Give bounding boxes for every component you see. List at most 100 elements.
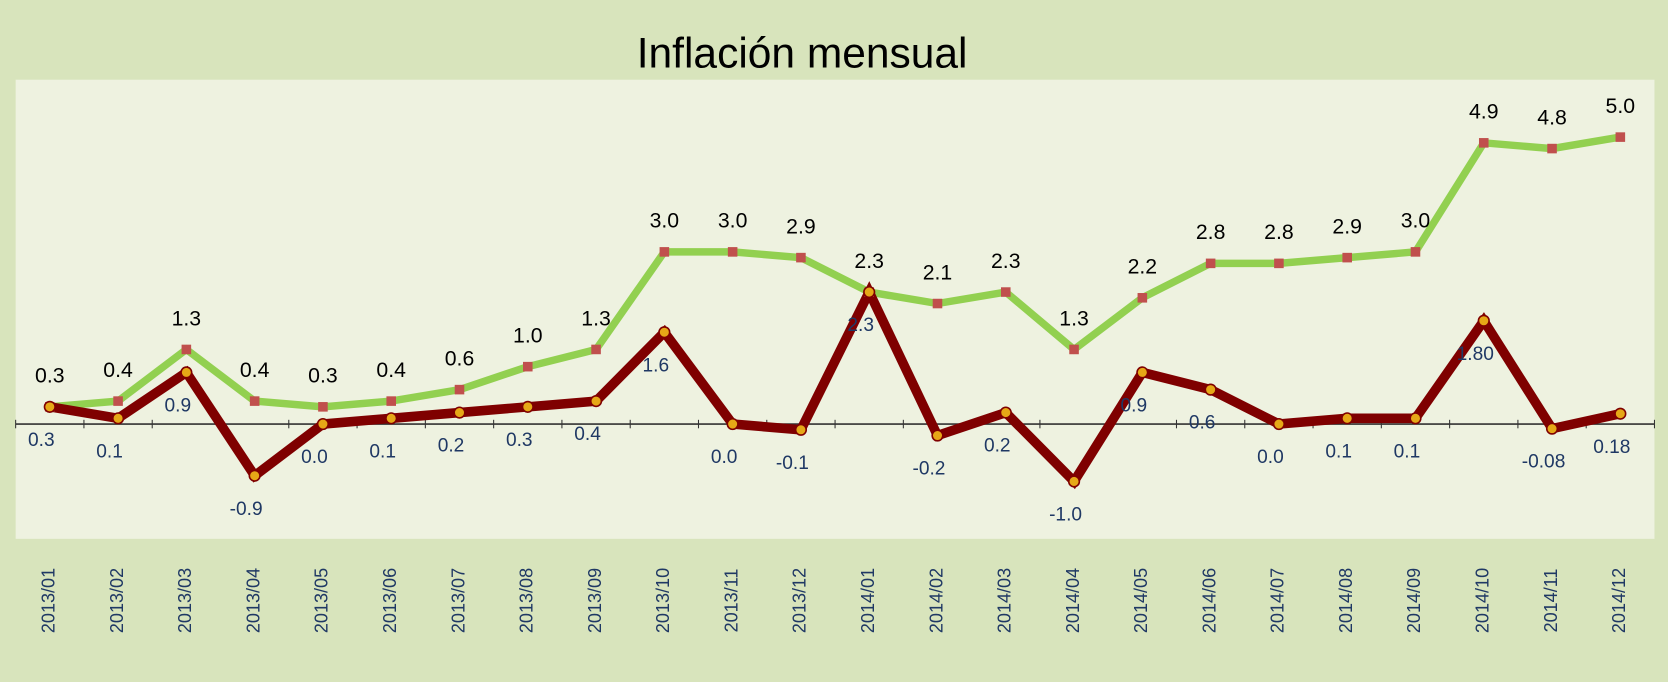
series-line [48,281,1622,490]
x-tick-label: 2013/10 [653,568,673,633]
marker [1069,344,1079,355]
x-tick-label: 2013/05 [312,568,332,633]
x-tick-label: 2014/07 [1268,568,1288,633]
x-tick-label: 2013/06 [380,568,400,633]
data-label: 5.0 [1606,94,1636,118]
data-label: 3.0 [718,209,748,233]
data-label: 4.8 [1537,105,1567,129]
marker [1614,407,1627,420]
marker [658,326,671,339]
data-label: 0.3 [28,430,55,451]
x-tick-label: 2013/08 [517,568,537,633]
x-tick-label: 2014/11 [1541,569,1561,633]
marker [1067,475,1081,488]
data-label: 0.3 [35,364,65,388]
data-label: 0.1 [96,441,123,462]
marker [1409,412,1422,425]
x-tick-label: 2014/05 [1131,568,1151,633]
marker [863,285,876,299]
data-label: 0.2 [984,436,1011,457]
marker [181,344,192,355]
data-label: 0.1 [1325,441,1352,462]
marker [931,429,944,442]
data-label: 3.0 [1401,209,1431,233]
data-label: 0.4 [574,424,601,445]
marker [43,400,56,413]
series-line [49,133,1621,411]
x-tick-label: 2013/09 [585,568,605,633]
plot-area [15,79,1655,539]
marker [726,417,739,431]
marker [1341,412,1354,425]
marker [796,252,806,263]
data-label: 0.4 [103,358,133,382]
data-label: 2.9 [786,214,816,238]
x-tick-label: 2013/11 [721,569,741,633]
x-tick-label: 2013/02 [107,568,127,633]
data-label: 0.1 [1394,441,1421,462]
marker [1478,138,1489,148]
data-label: 4.9 [1469,100,1499,124]
x-tick-label: 2014/08 [1336,568,1356,633]
marker [522,361,533,372]
x-tick-label: 2014/01 [858,568,878,633]
x-tick-label: 2013/01 [39,568,59,633]
data-label: 0.3 [308,364,338,388]
marker [999,406,1012,419]
x-tick-label: 2014/09 [1404,568,1424,633]
x-tick-label: 2014/03 [995,568,1015,633]
data-label: -0.9 [230,499,263,520]
data-label: 0.18 [1593,437,1630,458]
data-label: 2.1 [923,260,953,284]
data-label: -0.08 [1522,452,1566,473]
marker [591,344,601,355]
data-label: 0.1 [369,441,396,462]
marker [386,396,396,406]
data-label: 1.80 [1457,344,1494,365]
data-label: 2.3 [854,249,884,273]
marker [111,412,125,425]
data-label: 0.9 [165,395,192,416]
marker [521,400,534,413]
marker [1615,132,1626,142]
marker [1477,314,1490,327]
marker [316,417,330,431]
data-label: 2.3 [847,315,874,336]
x-tick-label: 2013/07 [448,568,468,633]
marker [1205,258,1216,269]
data-label: 1.0 [513,324,543,348]
marker [180,366,193,379]
x-tick-label: 2013/12 [790,568,810,633]
marker [589,394,603,408]
marker [249,396,260,406]
data-label: 2.8 [1264,220,1294,244]
marker [248,469,261,482]
marker [1000,287,1011,297]
x-tick-label: 2014/02 [926,568,946,633]
data-label: 0.3 [506,430,533,451]
data-label: 3.0 [650,209,680,233]
marker [385,412,398,425]
marker [1545,422,1559,435]
marker [1137,293,1148,303]
data-label: -0.2 [913,459,946,480]
marker [727,247,738,257]
x-tick-label: 2013/04 [243,568,263,633]
data-label: 0.4 [376,358,406,382]
data-label: 0.2 [438,436,465,457]
x-tick-label: 2014/10 [1473,568,1493,633]
marker [1342,252,1352,263]
marker [659,247,670,257]
marker [454,384,465,395]
data-label: 0.6 [1189,413,1216,434]
marker [453,406,466,419]
marker [1547,143,1557,154]
x-tick-label: 2014/12 [1609,568,1629,633]
data-label: 1.6 [643,355,670,376]
data-label: -0.1 [776,453,809,474]
x-tick-label: 2013/03 [175,568,195,633]
marker [932,298,943,309]
marker [1204,383,1217,396]
data-label: 1.3 [172,306,202,330]
